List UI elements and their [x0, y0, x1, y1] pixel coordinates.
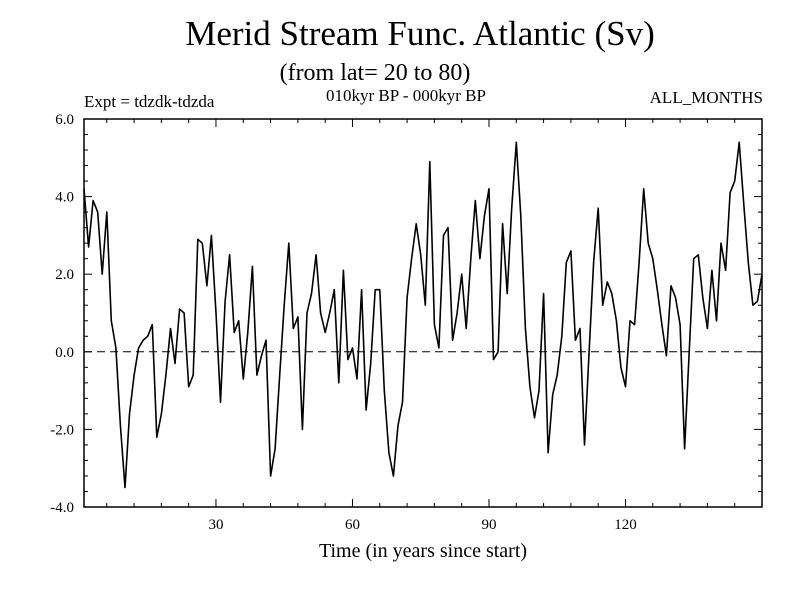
y-tick-label: 2.0: [55, 267, 74, 283]
experiment-label: Expt = tdzdk-tdzda: [84, 92, 215, 111]
y-tick-label: 4.0: [55, 190, 74, 206]
period-label: 010kyr BP - 000kyr BP: [326, 86, 486, 105]
x-tick-label: 120: [614, 517, 637, 533]
chart-title: Merid Stream Func. Atlantic (Sv): [185, 14, 655, 53]
plot-frame: [83, 118, 763, 508]
x-tick-label: 30: [208, 517, 223, 533]
y-tick-label: 0.0: [55, 345, 74, 361]
months-label: ALL_MONTHS: [649, 88, 763, 107]
y-tick-label: 6.0: [55, 112, 74, 128]
y-tick-label: -2.0: [50, 422, 74, 438]
x-tick-label: 90: [481, 517, 496, 533]
x-axis-label: Time (in years since start): [318, 540, 528, 562]
chart-subtitle: (from lat= 20 to 80): [279, 60, 471, 86]
tick-labels: -4.0 -2.0 0.0 2.0 4.0 6.0 30 60 90 120: [50, 112, 636, 533]
x-tick-label: 60: [345, 517, 360, 533]
data-series-line: [83, 141, 763, 489]
y-tick-label: -4.0: [50, 500, 74, 516]
